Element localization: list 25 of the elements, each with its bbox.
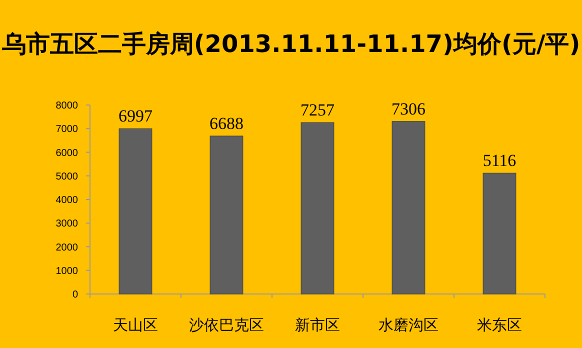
x-tick-label: 水磨沟区 <box>378 316 438 334</box>
y-tick-label: 1000 <box>56 266 78 277</box>
data-label: 6997 <box>118 106 153 126</box>
bar <box>392 121 426 294</box>
y-tick-label: 5000 <box>56 171 78 182</box>
data-label: 6688 <box>210 114 244 133</box>
x-tick-label: 米东区 <box>477 316 522 334</box>
x-tick-label: 沙依巴克区 <box>189 316 264 334</box>
bar <box>210 136 244 294</box>
y-tick-label: 3000 <box>56 218 78 230</box>
y-tick-label: 0 <box>72 290 78 300</box>
y-tick-label: 7000 <box>56 124 78 136</box>
data-label: 5116 <box>482 151 516 170</box>
chart-title: 乌市五区二手房周(2013.11.11-11.17)均价(元/平) <box>0 30 580 58</box>
bar <box>118 128 152 294</box>
data-label: 7306 <box>392 99 426 118</box>
data-label: 7257 <box>300 100 335 120</box>
y-tick-label: 8000 <box>56 100 78 112</box>
y-tick-label: 2000 <box>56 242 78 254</box>
x-tick-label: 天山区 <box>113 316 158 334</box>
x-tick-label: 新市区 <box>295 316 340 334</box>
y-tick-label: 4000 <box>56 195 78 206</box>
y-tick-label: 6000 <box>56 148 78 159</box>
bar <box>482 172 516 294</box>
bar <box>300 122 334 294</box>
